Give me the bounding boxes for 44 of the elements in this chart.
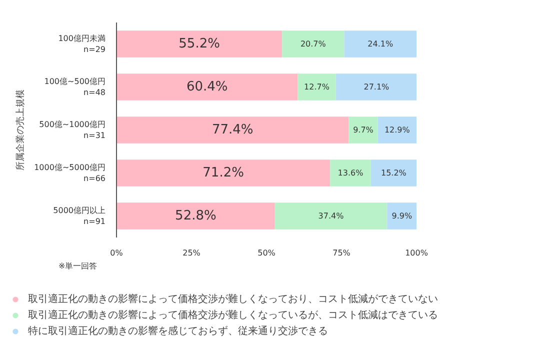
bar: [348, 116, 378, 144]
x-tick-label: 100%: [405, 248, 428, 258]
bar: [116, 160, 330, 186]
data-label: 12.7%: [304, 82, 330, 92]
data-label: 24.1%: [368, 40, 394, 48]
y-tick-label: 500億~1000億円 n=31: [39, 120, 106, 140]
y-tick-label: 100億円未満 n=29: [58, 34, 106, 54]
data-label: 12.9%: [384, 126, 410, 134]
y-axis-title: 所属企業の売上規模: [15, 90, 26, 170]
y-tick-label: 100億~500億円 n=48: [44, 77, 106, 97]
bar: [116, 116, 349, 144]
bar: [378, 116, 416, 144]
bar: [116, 30, 282, 58]
bar: [330, 160, 371, 186]
bar: [116, 74, 298, 100]
data-label: 77.4%: [212, 122, 254, 138]
data-label: 55.2%: [178, 36, 220, 52]
x-tick-label: 0%: [110, 248, 124, 258]
bar: [116, 202, 275, 230]
data-label: 71.2%: [202, 166, 244, 180]
data-label: 60.4%: [186, 80, 228, 94]
bar: [282, 30, 344, 58]
data-label: 9.9%: [392, 212, 413, 220]
x-tick-label: 50%: [258, 248, 276, 258]
legend-label: 取引適正化の動きの影響によって価格交渉が難しくなっており、コスト低減ができていない: [28, 292, 438, 306]
bar: [274, 202, 388, 230]
data-label: 20.7%: [300, 40, 326, 48]
data-label: 37.4%: [318, 212, 344, 220]
x-tick-label: 75%: [332, 248, 351, 258]
bar: [387, 202, 416, 230]
legend-label: 取引適正化の動きの影響によって価格交渉が難しくなっているが、コスト低減はできている: [28, 308, 438, 322]
data-label: 13.6%: [338, 168, 364, 178]
bar: [298, 74, 336, 100]
data-label: 9.7%: [353, 126, 374, 134]
x-tick-label: 25%: [182, 248, 201, 258]
data-label: 15.2%: [380, 168, 407, 178]
bar: [370, 160, 416, 186]
data-label: 27.1%: [364, 82, 390, 92]
bar: [344, 30, 416, 58]
y-tick-label: 1000億~5000億円 n=66: [34, 163, 106, 183]
legend-label: 特に取引適正化の動きの影響を感じておらず、従来通り交渉できる: [28, 324, 328, 338]
bar: [336, 74, 416, 100]
data-label: 52.8%: [175, 208, 216, 224]
y-tick-label: 5000億円以上 n=91: [53, 206, 106, 226]
